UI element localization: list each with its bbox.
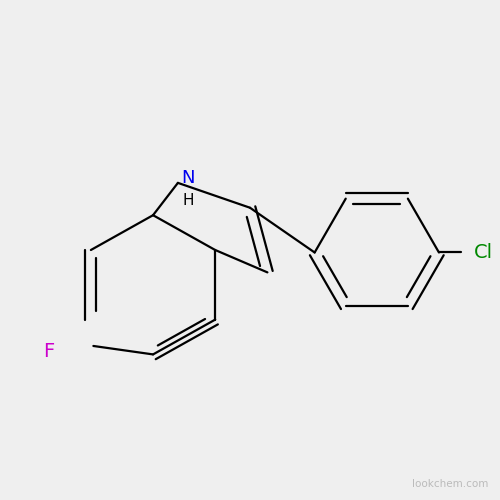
- Text: N: N: [181, 169, 194, 187]
- Text: F: F: [43, 342, 54, 361]
- Text: H: H: [182, 193, 194, 208]
- Text: lookchem.com: lookchem.com: [412, 478, 488, 488]
- Text: Cl: Cl: [474, 243, 493, 262]
